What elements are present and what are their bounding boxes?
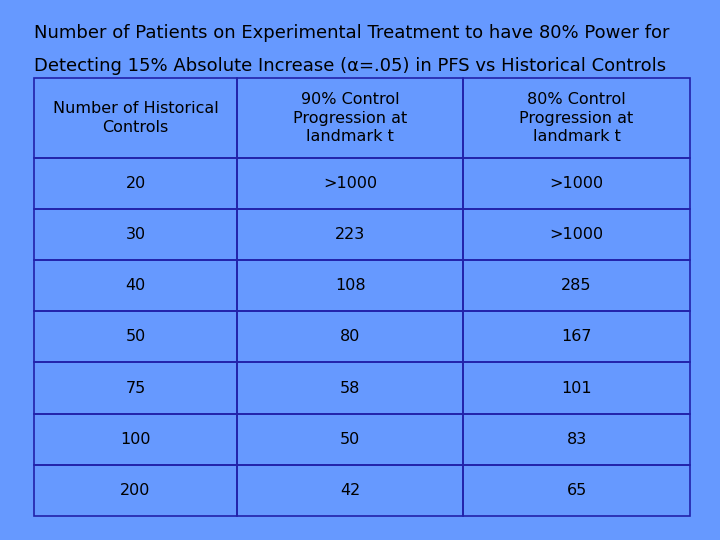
Text: 83: 83 [567, 431, 587, 447]
Bar [464, 78, 690, 158]
Bar [464, 260, 690, 312]
Text: 90% Control
Progression at
landmark t: 90% Control Progression at landmark t [293, 92, 408, 144]
Text: Number of Patients on Experimental Treatment to have 80% Power for: Number of Patients on Experimental Treat… [34, 24, 670, 42]
Text: 20: 20 [125, 176, 145, 191]
Text: 80% Control
Progression at
landmark t: 80% Control Progression at landmark t [520, 92, 634, 144]
Bar [34, 312, 237, 362]
Text: 80: 80 [340, 329, 361, 345]
Text: 167: 167 [562, 329, 592, 345]
Bar [34, 210, 237, 260]
Text: 30: 30 [125, 227, 145, 242]
Bar [464, 414, 690, 464]
Text: Detecting 15% Absolute Increase (α=.05) in PFS vs Historical Controls: Detecting 15% Absolute Increase (α=.05) … [34, 57, 666, 75]
Text: 200: 200 [120, 483, 150, 498]
Bar [34, 260, 237, 312]
Text: >1000: >1000 [549, 227, 603, 242]
Text: 50: 50 [125, 329, 145, 345]
Bar [237, 414, 464, 464]
Bar [464, 312, 690, 362]
Bar [34, 78, 237, 158]
Bar [34, 362, 237, 414]
Text: 65: 65 [567, 483, 587, 498]
Bar [237, 210, 464, 260]
Bar [34, 158, 237, 210]
Bar [34, 464, 237, 516]
Text: >1000: >1000 [323, 176, 377, 191]
Bar [237, 464, 464, 516]
Bar [237, 362, 464, 414]
Text: 101: 101 [562, 381, 592, 395]
Text: 50: 50 [340, 431, 361, 447]
Text: 42: 42 [340, 483, 361, 498]
Bar [237, 78, 464, 158]
Bar [464, 362, 690, 414]
Bar [464, 464, 690, 516]
Text: >1000: >1000 [549, 176, 603, 191]
Bar [464, 158, 690, 210]
Text: 100: 100 [120, 431, 150, 447]
Text: Number of Historical
Controls: Number of Historical Controls [53, 102, 218, 135]
Bar [237, 158, 464, 210]
Bar [34, 414, 237, 464]
Text: 108: 108 [335, 279, 366, 293]
Text: 285: 285 [562, 279, 592, 293]
Text: 40: 40 [125, 279, 145, 293]
Bar [464, 210, 690, 260]
Text: 75: 75 [125, 381, 145, 395]
Text: 58: 58 [340, 381, 361, 395]
Bar [237, 260, 464, 312]
Text: 223: 223 [336, 227, 366, 242]
Bar [237, 312, 464, 362]
